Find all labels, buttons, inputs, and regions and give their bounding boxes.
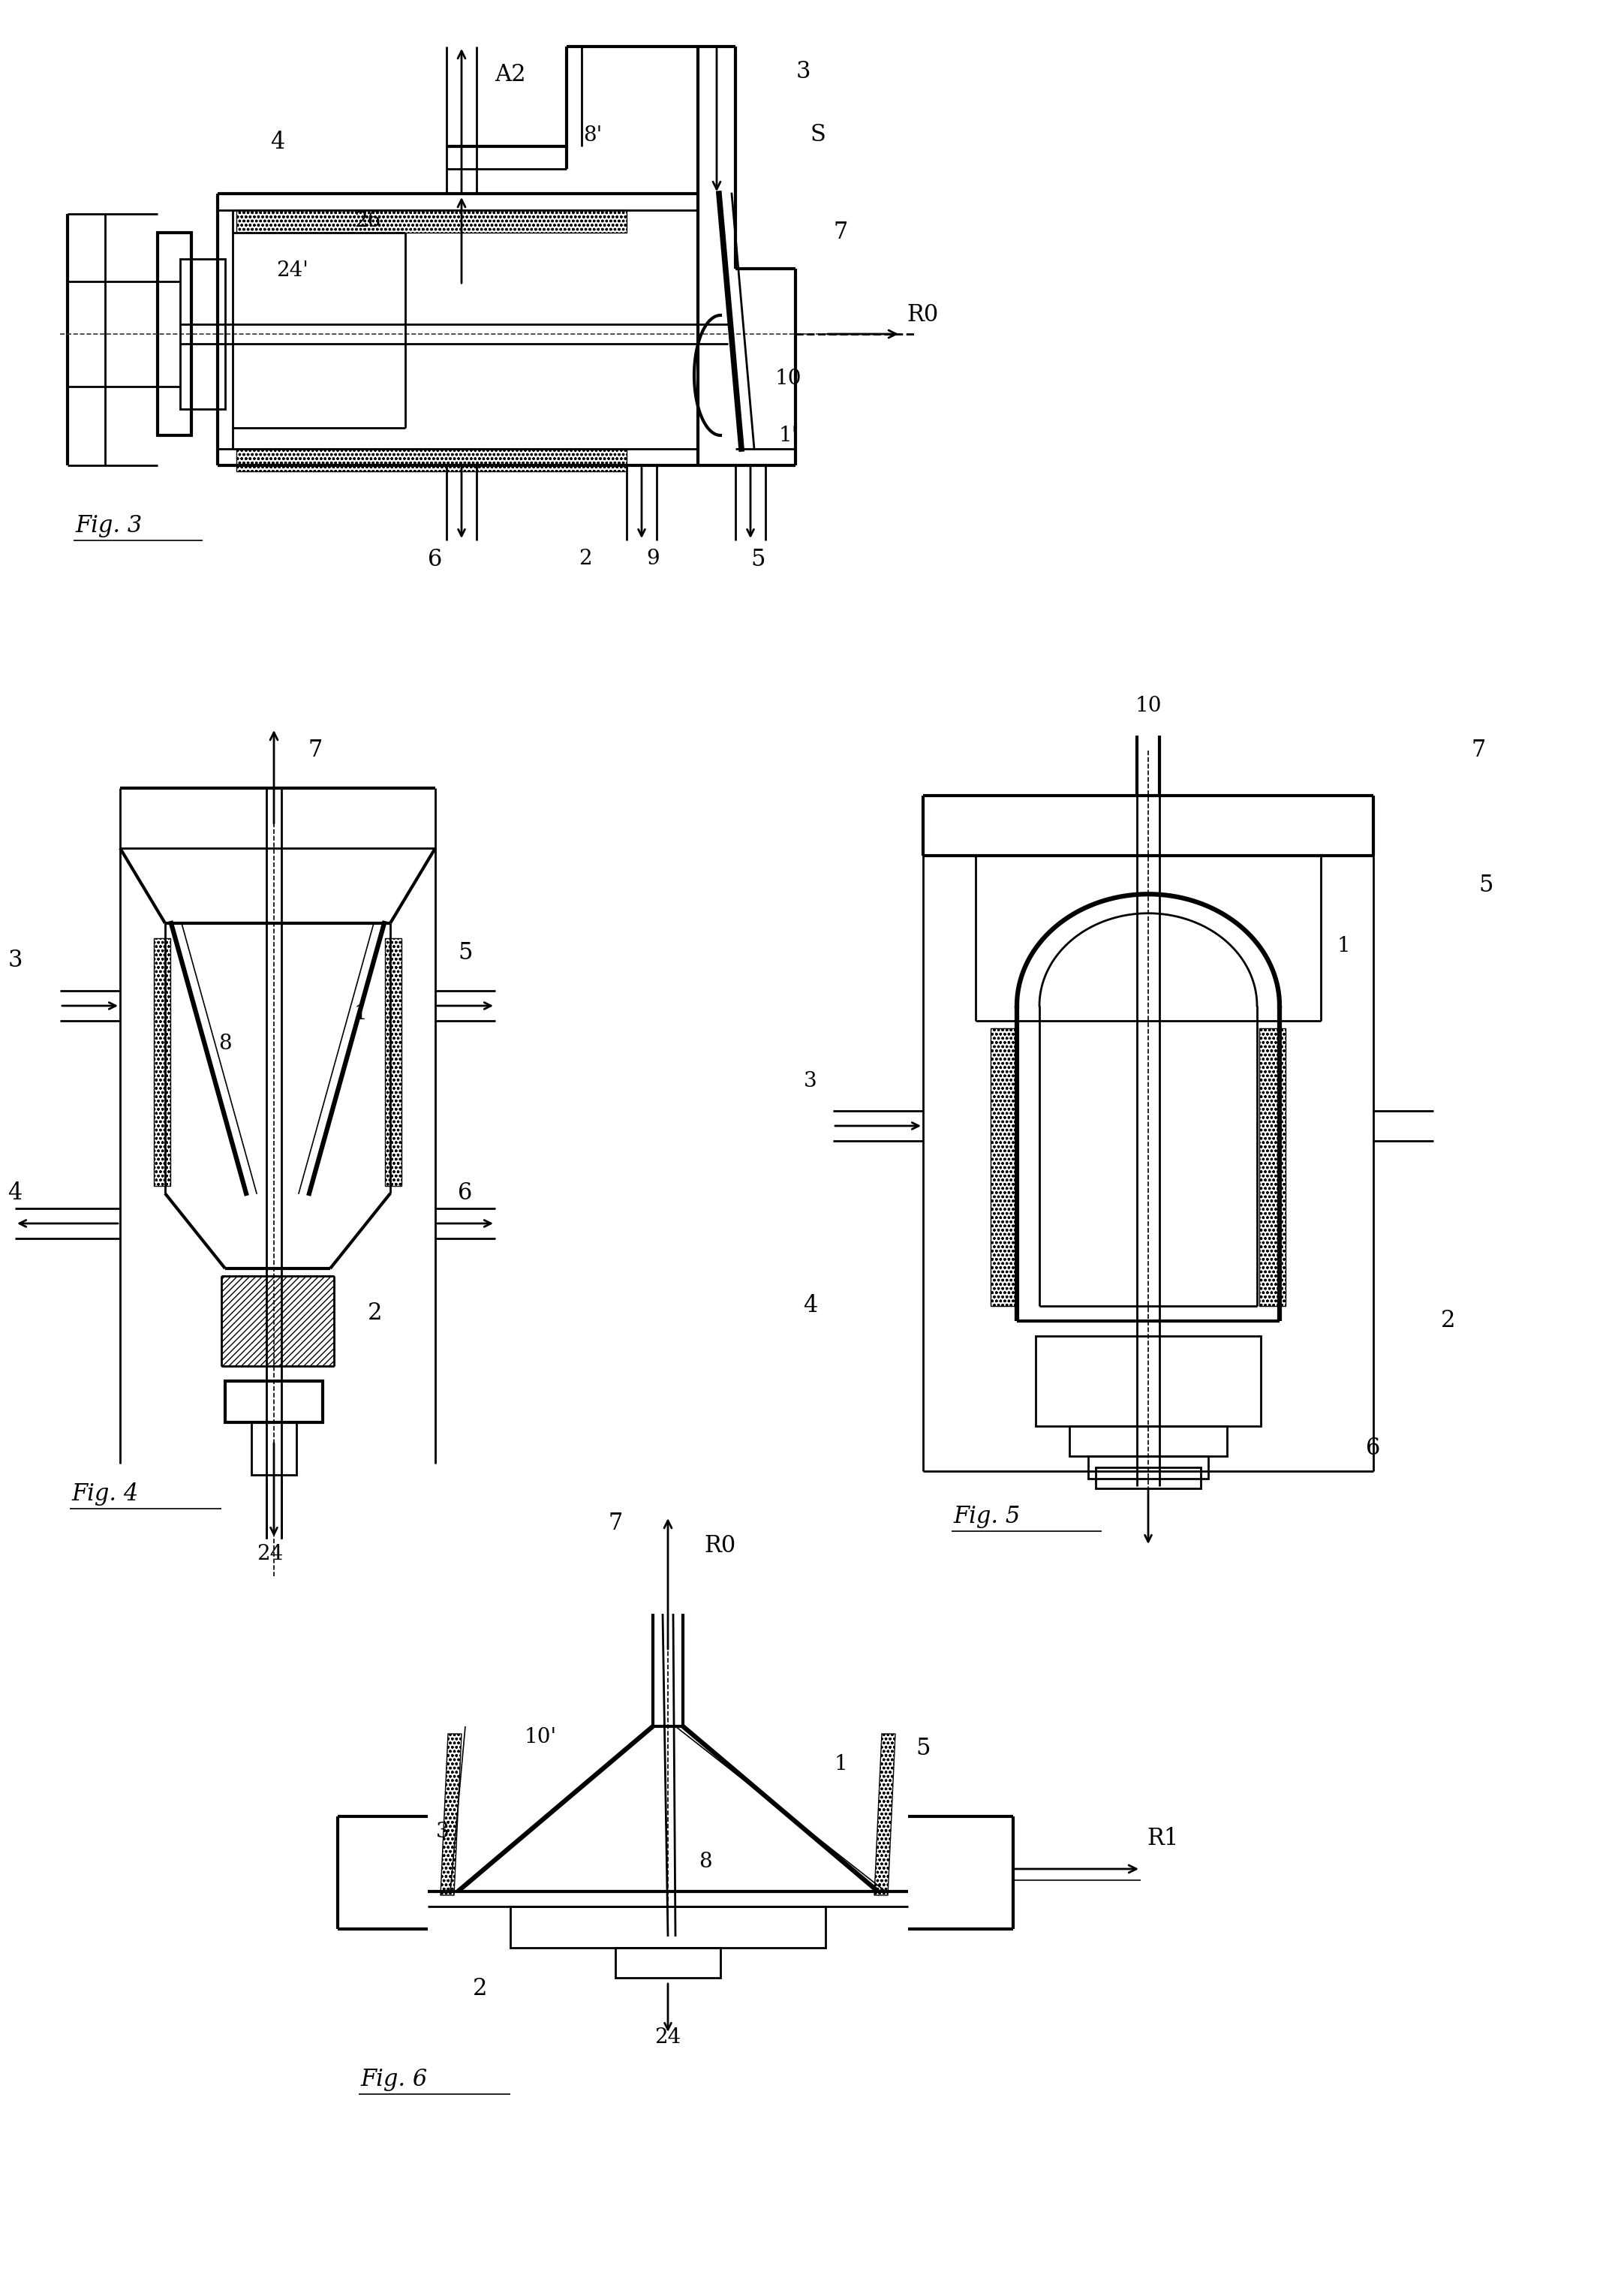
Bar [385, 937, 401, 1187]
Text: Fig. 3: Fig. 3 [75, 513, 141, 538]
Text: 9: 9 [646, 549, 659, 570]
Bar [1259, 1028, 1286, 1307]
Text: 7: 7 [607, 1511, 622, 1536]
Text: 24: 24 [257, 1543, 284, 1563]
Text: 2: 2 [578, 549, 593, 570]
Text: R1: R1 [1147, 1827, 1179, 1852]
Bar [221, 1275, 335, 1366]
Text: 2: 2 [473, 1976, 487, 2001]
Text: 5: 5 [1478, 874, 1492, 896]
Text: 10': 10' [525, 1727, 557, 1747]
Text: 3: 3 [437, 1822, 450, 1842]
Text: 4: 4 [271, 132, 284, 154]
Bar [237, 449, 627, 472]
Text: 4: 4 [8, 1182, 23, 1205]
Text: 1': 1' [778, 424, 797, 445]
Bar [226, 1382, 323, 1423]
Text: 26: 26 [354, 211, 382, 231]
Text: 6: 6 [458, 1182, 473, 1205]
Text: 1: 1 [354, 1003, 367, 1023]
Text: 6: 6 [429, 547, 442, 572]
Text: 8': 8' [583, 125, 603, 145]
Text: Fig. 6: Fig. 6 [361, 2067, 427, 2090]
Text: 3: 3 [804, 1071, 817, 1091]
Bar [1070, 1427, 1228, 1457]
Text: 4: 4 [804, 1293, 818, 1318]
Bar [154, 937, 171, 1187]
Text: Fig. 4: Fig. 4 [71, 1482, 138, 1504]
Text: 8: 8 [219, 1032, 232, 1053]
Text: 5: 5 [916, 1738, 931, 1761]
Bar [1096, 1468, 1200, 1488]
Text: 5: 5 [750, 547, 765, 572]
Text: A2: A2 [495, 64, 526, 86]
Text: 24': 24' [276, 261, 309, 281]
Text: Fig. 5: Fig. 5 [953, 1504, 1020, 1527]
Bar [158, 234, 192, 436]
Text: 3: 3 [8, 948, 23, 973]
Bar [237, 211, 627, 234]
Text: 1: 1 [833, 1754, 848, 1774]
Text: 7: 7 [309, 740, 323, 762]
Bar [1036, 1336, 1260, 1427]
Text: S: S [810, 123, 827, 147]
Text: 8: 8 [698, 1852, 711, 1872]
Text: 7: 7 [833, 220, 848, 245]
Bar [252, 1423, 297, 1475]
Text: R0: R0 [705, 1534, 736, 1559]
Text: 10: 10 [775, 370, 801, 390]
Text: 2: 2 [1440, 1309, 1455, 1332]
Text: 3: 3 [796, 59, 810, 84]
Bar [1088, 1457, 1208, 1479]
Text: 1: 1 [1337, 935, 1350, 955]
Bar [180, 259, 226, 408]
Text: 7: 7 [1471, 740, 1486, 762]
Text: 10: 10 [1135, 694, 1161, 715]
Bar [991, 1028, 1017, 1307]
Text: 2: 2 [369, 1302, 383, 1325]
Bar [615, 1947, 721, 1979]
Bar [510, 1906, 825, 1947]
Text: 6: 6 [1366, 1436, 1380, 1461]
Text: R0: R0 [908, 304, 939, 327]
Text: 24: 24 [654, 2028, 680, 2049]
Text: 5: 5 [458, 942, 473, 964]
